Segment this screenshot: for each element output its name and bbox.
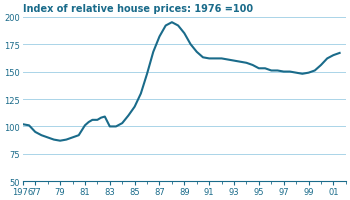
Text: Index of relative house prices: 1976 =100: Index of relative house prices: 1976 =10… (23, 4, 253, 14)
